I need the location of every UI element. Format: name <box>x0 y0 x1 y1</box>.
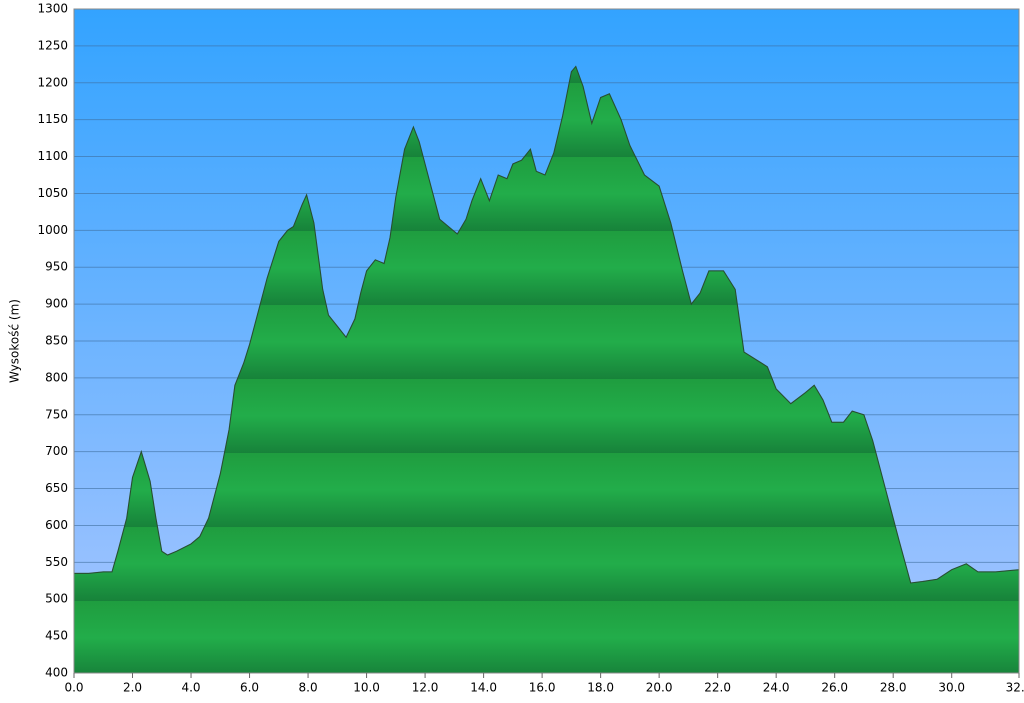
x-tick-label: 32.3 <box>1006 681 1024 695</box>
x-tick-label: 22.0 <box>704 681 731 695</box>
x-tick-label: 20.0 <box>646 681 673 695</box>
x-tick-label: 24.0 <box>763 681 790 695</box>
y-tick-label: 900 <box>45 297 68 311</box>
x-tick-label: 18.0 <box>587 681 614 695</box>
y-tick-label: 750 <box>45 407 68 421</box>
y-tick-label: 850 <box>45 334 68 348</box>
y-tick-label: 950 <box>45 260 68 274</box>
plot-frame <box>73 8 1020 674</box>
x-tick-label: 16.0 <box>529 681 556 695</box>
y-tick-label: 800 <box>45 370 68 384</box>
x-tick-label: 30.0 <box>938 681 965 695</box>
x-tick-label: 14.0 <box>470 681 497 695</box>
y-tick-label: 650 <box>45 481 68 495</box>
y-tick-label: 1050 <box>37 186 68 200</box>
y-tick-label: 550 <box>45 555 68 569</box>
y-tick-label: 1000 <box>37 223 68 237</box>
y-tick-label: 1300 <box>37 2 68 16</box>
x-tick-label: 4.0 <box>181 681 200 695</box>
y-tick-label: 1150 <box>37 112 68 126</box>
x-tick-label: 12.0 <box>412 681 439 695</box>
y-tick-label: 400 <box>45 666 68 680</box>
x-tick-label: 8.0 <box>299 681 318 695</box>
x-tick-label: 28.0 <box>880 681 907 695</box>
elevation-outline <box>74 65 1020 584</box>
y-tick-label: 600 <box>45 518 68 532</box>
y-axis-label: Wysokość (m) <box>8 299 22 383</box>
y-tick-label: 1200 <box>37 75 68 89</box>
x-tick-label: 10.0 <box>353 681 380 695</box>
x-tick-label: 26.0 <box>821 681 848 695</box>
x-tick-label: 2.0 <box>123 681 142 695</box>
x-tick-label: 0.0 <box>64 681 83 695</box>
y-tick-label: 500 <box>45 592 68 606</box>
y-tick-label: 1100 <box>37 149 68 163</box>
elevation-area <box>74 66 1019 673</box>
x-tick-label: 6.0 <box>240 681 259 695</box>
y-tick-label: 700 <box>45 444 68 458</box>
y-tick-label: 1250 <box>37 38 68 52</box>
y-tick-label: 450 <box>45 629 68 643</box>
